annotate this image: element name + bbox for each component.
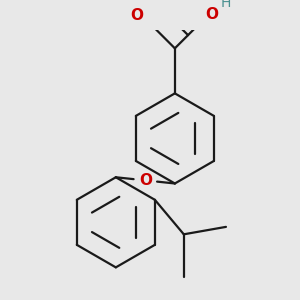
- Text: O: O: [206, 7, 218, 22]
- Text: O: O: [139, 173, 152, 188]
- Text: H: H: [221, 0, 231, 10]
- Text: O: O: [130, 8, 143, 23]
